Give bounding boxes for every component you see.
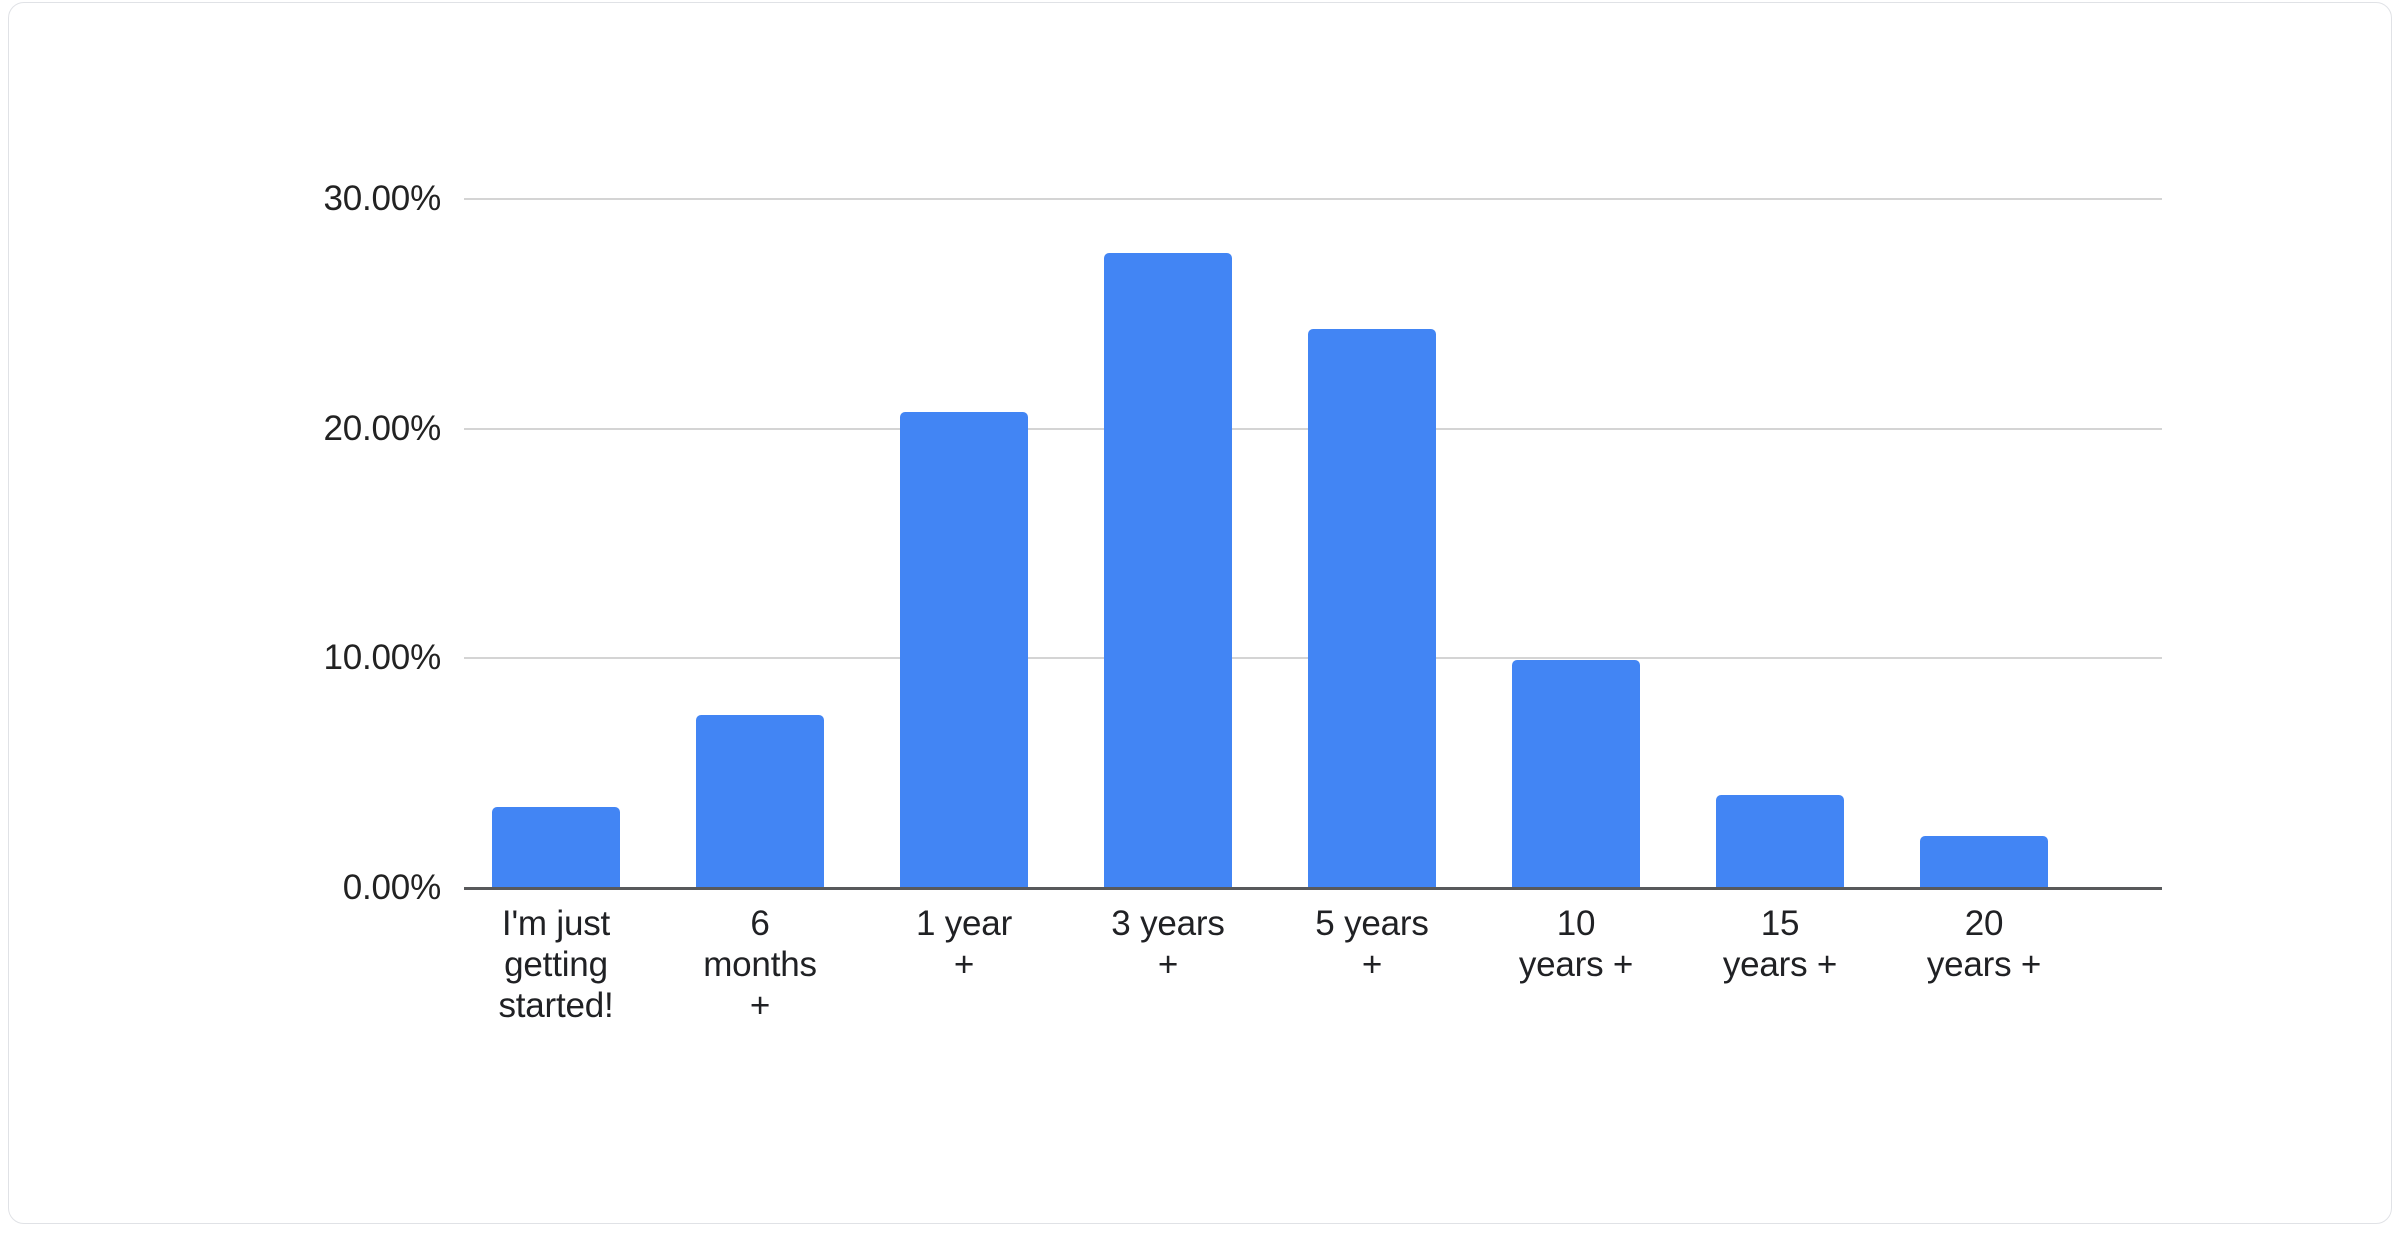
x-axis-tick-label-4: 5 years +	[1315, 904, 1429, 984]
y-axis-tick-label-30: 30.00%	[323, 179, 441, 218]
bar-7[interactable]	[1920, 836, 2048, 887]
bar-2[interactable]	[900, 411, 1028, 887]
x-axis-tick-label-6: 15 years +	[1722, 904, 1838, 984]
y-axis-tick-label-20: 20.00%	[323, 409, 441, 448]
bar-chart-plot-area[interactable]: 30.00% 20.00% 10.00% 0.00% I'm just gett…	[9, 3, 2400, 1259]
bar-4[interactable]	[1308, 328, 1436, 887]
bar-1[interactable]	[696, 714, 824, 887]
bar-3[interactable]	[1104, 253, 1232, 887]
x-axis-tick-label-7: 20 years +	[1926, 904, 2042, 984]
x-axis-tick-label-3: 3 years +	[1111, 904, 1225, 984]
x-axis-tick-label-5: 10 years +	[1518, 904, 1634, 984]
y-axis-tick-label-10: 10.00%	[323, 638, 441, 677]
bar-5[interactable]	[1512, 659, 1640, 887]
x-axis-line	[464, 887, 2162, 890]
chart-card: 30.00% 20.00% 10.00% 0.00% I'm just gett…	[8, 2, 2392, 1224]
gridline-30	[464, 198, 2162, 200]
bar-6[interactable]	[1716, 795, 1844, 887]
bar-0[interactable]	[492, 806, 620, 887]
x-axis-tick-label-0: I'm just getting started!	[498, 904, 614, 1025]
x-axis-tick-label-2: 1 year +	[915, 904, 1013, 984]
y-axis-tick-label-0: 0.00%	[342, 868, 441, 907]
x-axis-tick-label-1: 6 months +	[703, 904, 817, 1025]
